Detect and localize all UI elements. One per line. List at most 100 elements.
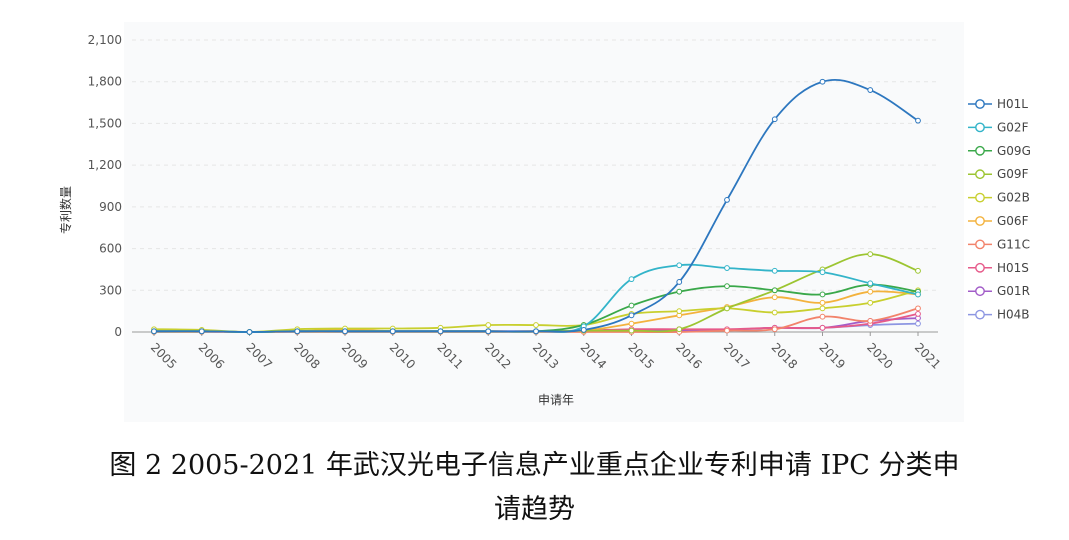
data-point: [867, 317, 874, 324]
series-h01l: [151, 78, 921, 335]
data-point: [867, 280, 874, 287]
legend-item-h04b: H04B: [968, 308, 1030, 322]
data-point: [485, 322, 492, 328]
data-point: [867, 288, 874, 295]
legend-marker: [975, 309, 985, 320]
legend-marker: [975, 239, 985, 250]
data-point: [867, 87, 874, 93]
y-tick-label: 600: [99, 242, 122, 256]
data-point: [771, 287, 778, 294]
data-point: [628, 302, 635, 309]
data-point: [915, 320, 921, 327]
data-point: [724, 265, 730, 271]
data-point: [628, 276, 635, 283]
data-point: [819, 324, 826, 331]
data-point: [294, 328, 301, 335]
data-point: [819, 299, 826, 306]
data-point: [533, 328, 539, 335]
legend-label: G02F: [997, 120, 1029, 134]
y-gridlines: [132, 39, 938, 291]
legend-marker: [975, 262, 985, 273]
data-point: [867, 251, 874, 258]
legend-marker: [975, 99, 985, 109]
y-axis-title: 专利数量: [58, 186, 73, 234]
y-tick-label: 2,100: [88, 33, 122, 47]
data-point: [819, 269, 826, 276]
plot-background: [124, 22, 964, 422]
data-point: [819, 305, 826, 312]
legend-item-g02b: G02B: [968, 191, 1030, 205]
legend-label: G09G: [997, 144, 1031, 158]
legend-marker: [975, 192, 985, 203]
y-tick-label: 900: [99, 200, 122, 214]
data-point: [819, 78, 826, 85]
data-point: [676, 288, 683, 295]
legend-label: G06F: [997, 214, 1029, 228]
data-point: [819, 291, 826, 298]
y-tick-label: 1,200: [88, 158, 122, 172]
data-point: [724, 327, 730, 334]
legend-label: G01R: [997, 284, 1030, 298]
data-point: [676, 326, 683, 333]
data-point: [771, 326, 778, 333]
data-point: [771, 267, 778, 274]
legend-item-g01r: G01R: [968, 284, 1030, 298]
y-tick-label: 300: [99, 283, 122, 297]
data-point: [485, 328, 492, 335]
legend-item-g11c: G11C: [968, 237, 1030, 251]
legend-marker: [975, 216, 985, 226]
data-point: [771, 116, 778, 123]
legend-item-g02f: G02F: [968, 120, 1029, 134]
data-point: [724, 283, 730, 290]
legend-item-h01l: H01L: [968, 97, 1028, 111]
data-point: [915, 267, 921, 274]
chart-panel: 0 300 600 900 1,200 1,500 1,800 2,100 2005 2006 20…: [58, 22, 1031, 422]
data-point: [771, 309, 778, 316]
data-point: [724, 305, 730, 312]
legend-item-g06f: G06F: [968, 214, 1029, 228]
data-point: [676, 308, 683, 315]
data-point: [342, 328, 348, 335]
series-line: [153, 78, 919, 333]
legend: H01L G02F G09G G09F G02B G06F G11C H01S G01R H04B: [968, 97, 1031, 322]
data-point: [867, 299, 874, 306]
data-point: [628, 320, 635, 327]
legend-label: G09F: [997, 167, 1029, 181]
y-tick-label: 1,800: [88, 75, 122, 89]
legend-marker: [975, 286, 985, 297]
data-point: [628, 327, 635, 334]
data-point: [246, 329, 253, 335]
data-point: [198, 328, 205, 335]
caption-line-2: 请趋势: [494, 494, 575, 525]
figure-caption: 图 2 2005-2021 年武汉光电子信息产业重点企业专利申请 IPC 分类申…: [0, 444, 1069, 532]
legend-label: H01L: [997, 97, 1028, 111]
data-point: [915, 291, 921, 298]
data-point: [915, 117, 921, 124]
data-point: [724, 197, 730, 203]
y-tick-label: 0: [114, 325, 122, 339]
data-point: [915, 311, 921, 317]
legend-label: G11C: [997, 237, 1030, 251]
x-axis-title: 申请年: [538, 393, 574, 407]
legend-marker: [975, 169, 985, 180]
data-point: [533, 322, 539, 328]
data-point: [819, 313, 826, 320]
data-point: [628, 312, 635, 319]
data-point: [151, 328, 157, 335]
data-point: [389, 328, 396, 335]
data-point: [580, 327, 587, 333]
y-tick-label: 1,500: [88, 116, 122, 130]
legend-label: G02B: [997, 191, 1030, 205]
data-point: [915, 305, 921, 312]
data-point: [771, 294, 778, 301]
legend-item-h01s: H01S: [968, 261, 1029, 275]
legend-marker: [975, 145, 985, 156]
legend-label: H04B: [997, 308, 1030, 322]
legend-item-g09f: G09F: [968, 167, 1029, 181]
data-point: [676, 262, 683, 269]
caption-line-1: 图 2 2005-2021 年武汉光电子信息产业重点企业专利申请 IPC 分类申: [109, 450, 960, 481]
data-point: [437, 328, 444, 335]
legend-marker: [975, 122, 985, 133]
data-point: [676, 279, 683, 285]
